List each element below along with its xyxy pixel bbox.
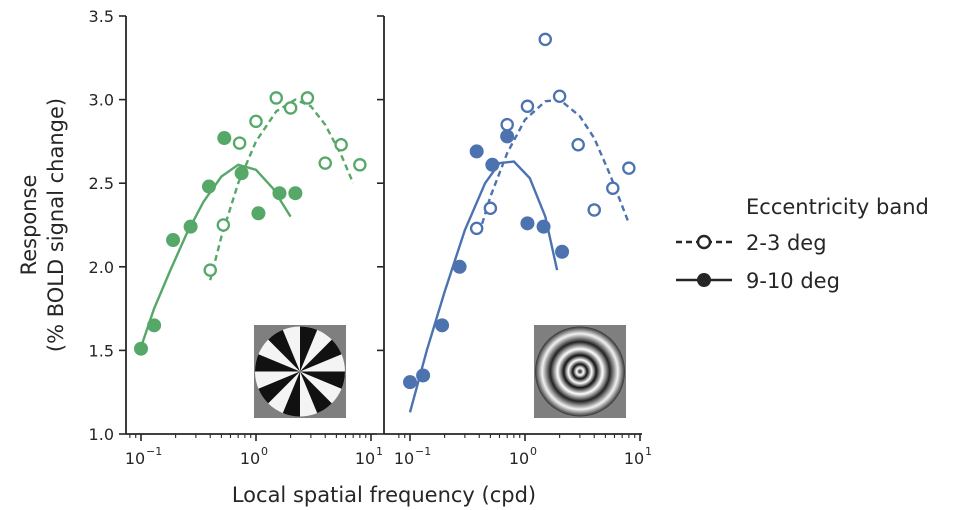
filled-data-point xyxy=(403,375,417,390)
open-data-point xyxy=(300,91,315,105)
open-data-point xyxy=(232,136,247,150)
x-tick-label: 10 xyxy=(355,449,375,468)
stimulus-spoke xyxy=(255,354,300,372)
legend-item-9-10-deg: 9-10 deg xyxy=(676,269,840,293)
x-tick-exponent: 1 xyxy=(376,445,383,458)
open-data-point xyxy=(538,32,553,47)
stimulus-spoke xyxy=(258,371,300,404)
open-data-point xyxy=(203,263,217,277)
left-panel-fit-curves xyxy=(139,98,355,348)
right-panel-fit-curves xyxy=(408,98,631,413)
x-tick-exponent: −1 xyxy=(146,445,162,458)
open-data-point xyxy=(500,117,514,132)
x-axis-label: Local spatial frequency (cpd) xyxy=(232,483,536,507)
y-tick-label: 1.5 xyxy=(89,341,114,360)
x-tick-label: 10 xyxy=(624,449,644,468)
left-panel-axes: 1.01.52.02.53.03.5 10 −1 10 0 10 1 xyxy=(89,7,383,468)
x-tick-label: 10 xyxy=(125,449,145,468)
left-panel-y-ticks: 1.0 1.5 2.0 2.5 3.0 3.5 xyxy=(89,7,126,444)
filled-data-point xyxy=(134,341,148,356)
open-data-point xyxy=(483,201,498,216)
open-data-point xyxy=(318,156,332,170)
stimulus-spoke xyxy=(268,329,300,372)
y-tick-label: 2.0 xyxy=(89,258,114,277)
stimulus-spoke xyxy=(300,371,345,389)
left-panel-x-ticks: 10 −1 10 0 10 1 xyxy=(125,434,383,468)
open-data-point xyxy=(587,203,601,217)
filled-data-point xyxy=(452,259,467,274)
filled-data-point xyxy=(555,244,570,259)
stimulus-spoke xyxy=(300,339,342,372)
open-data-point xyxy=(571,137,585,152)
open-data-point xyxy=(269,91,284,105)
legend: Eccentricity band 2-3 deg 9-10 deg xyxy=(676,195,929,293)
x-tick-exponent: −1 xyxy=(415,445,431,458)
stimulus-spoke xyxy=(300,326,318,372)
legend-label-2-3-deg: 2-3 deg xyxy=(746,231,827,255)
stimulus-spoke xyxy=(282,371,300,417)
legend-title: Eccentricity band xyxy=(746,195,929,219)
filled-data-point xyxy=(201,179,216,194)
right-panel-axes: 10 −1 10 0 10 1 xyxy=(377,15,652,468)
open-data-point xyxy=(249,114,263,129)
legend-filled-circle-icon xyxy=(697,273,711,287)
open-data-point xyxy=(469,221,484,236)
filled-data-point xyxy=(147,318,162,333)
legend-open-circle-icon xyxy=(696,234,712,250)
filled-data-point xyxy=(485,157,500,172)
concentric-rings-stimulus-icon xyxy=(534,325,626,418)
fit-curve-2-3-deg xyxy=(478,98,631,234)
filled-data-point xyxy=(536,219,551,234)
filled-data-point xyxy=(166,233,181,248)
open-data-point xyxy=(606,181,620,195)
filled-data-point xyxy=(288,186,303,201)
pinwheel-stimulus-icon xyxy=(254,325,346,418)
stimulus-rings xyxy=(535,326,625,417)
open-data-point xyxy=(622,161,636,175)
y-tick-label: 3.5 xyxy=(89,7,114,26)
x-tick-exponent: 0 xyxy=(530,445,537,458)
right-panel-x-ticks: 10 −1 10 0 10 1 xyxy=(394,434,652,468)
y-tick-label: 1.0 xyxy=(89,425,114,444)
filled-data-point xyxy=(183,219,198,234)
x-tick-exponent: 1 xyxy=(645,445,652,458)
open-data-point xyxy=(552,89,567,104)
legend-label-9-10-deg: 9-10 deg xyxy=(746,269,840,293)
y-tick-label: 3.0 xyxy=(89,91,114,110)
filled-data-point xyxy=(272,186,287,201)
open-data-point xyxy=(353,158,367,172)
x-tick-label: 10 xyxy=(509,449,529,468)
filled-data-point xyxy=(500,129,515,144)
open-data-point xyxy=(216,218,231,232)
x-tick-exponent: 0 xyxy=(261,445,268,458)
legend-item-2-3-deg: 2-3 deg xyxy=(676,231,827,255)
y-axis-label-line2: (% BOLD signal change) xyxy=(44,98,68,352)
x-tick-label: 10 xyxy=(240,449,260,468)
filled-data-point xyxy=(217,131,232,146)
filled-data-point xyxy=(416,368,431,383)
open-data-point xyxy=(334,137,348,152)
y-tick-label: 2.5 xyxy=(89,174,114,193)
filled-data-point xyxy=(435,318,450,333)
filled-data-point xyxy=(234,166,249,181)
fit-curve-9-10-deg xyxy=(408,160,559,413)
right-panel-y-ticks xyxy=(377,15,384,435)
stimulus-spoke xyxy=(300,371,332,414)
y-axis-label-line1: Response xyxy=(17,175,41,276)
x-tick-label: 10 xyxy=(394,449,414,468)
filled-data-point xyxy=(469,144,484,159)
right-panel-data-points xyxy=(403,32,636,390)
filled-data-point xyxy=(520,216,535,231)
open-data-point xyxy=(283,101,298,115)
open-data-point xyxy=(520,99,535,114)
left-panel-data-points xyxy=(134,91,367,356)
filled-data-point xyxy=(251,206,266,221)
